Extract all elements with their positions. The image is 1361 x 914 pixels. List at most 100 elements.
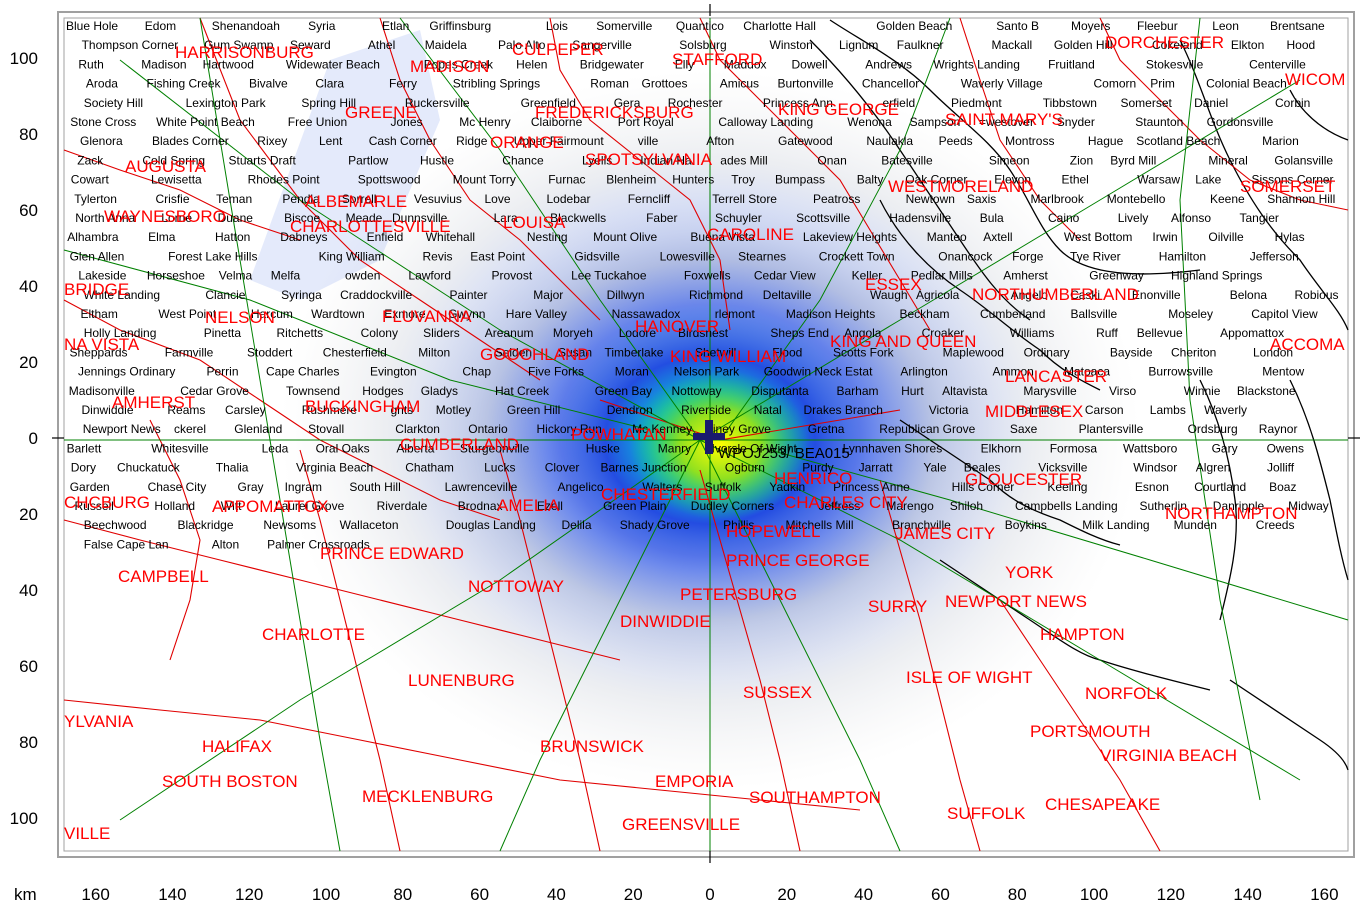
town-label: ades Mill xyxy=(720,153,767,167)
town-label: Milton xyxy=(418,345,450,359)
county-label: GREENE xyxy=(345,103,417,122)
town-label: Moseley xyxy=(1168,307,1213,321)
county-label: HOPEWELL xyxy=(726,522,820,541)
town-label: Victoria xyxy=(929,403,969,417)
county-label: CHARLOTTESVILLE xyxy=(290,217,451,236)
county-label: DORCHESTER xyxy=(1105,33,1224,52)
town-label: Gary xyxy=(1212,441,1238,455)
town-label: Major xyxy=(533,288,563,302)
x-tick-label: 20 xyxy=(624,885,643,904)
town-label: Sturgeonville xyxy=(460,441,530,455)
town-label: Formosa xyxy=(1050,441,1098,455)
town-label: Chase City xyxy=(148,480,207,494)
town-label: West Point xyxy=(158,307,216,321)
town-label: Painter xyxy=(450,288,488,302)
town-label: Blenheim xyxy=(606,173,656,187)
town-label: Delila xyxy=(562,518,592,532)
town-label: Maidela xyxy=(425,38,467,52)
town-label: Love xyxy=(485,192,511,206)
town-label: Holly Landing xyxy=(84,326,157,340)
x-tick-label: 80 xyxy=(393,885,412,904)
county-label: NORFOLK xyxy=(1085,684,1168,703)
town-label: Troy xyxy=(731,173,755,187)
town-label: Gladys xyxy=(421,384,458,398)
town-label: Blackwells xyxy=(550,211,606,225)
town-label: Moran xyxy=(615,365,649,379)
x-tick-label: 60 xyxy=(470,885,489,904)
town-label: Bumpass xyxy=(775,173,825,187)
town-label: Marengo xyxy=(886,499,934,513)
town-label: Jarratt xyxy=(859,461,894,475)
county-labels: DORCHESTER HARRISONBURG MADISON CULPEPER STA… xyxy=(64,33,1345,843)
town-label: Stribling Springs xyxy=(453,77,540,91)
town-label: Whitehall xyxy=(426,230,475,244)
town-label: Dowell xyxy=(792,57,828,71)
town-label: Chance xyxy=(502,153,544,167)
town-label: Deltaville xyxy=(763,288,812,302)
town-label: Wrights Landing xyxy=(933,57,1020,71)
town-label: Virginia Beach xyxy=(296,461,373,475)
town-label: Partlow xyxy=(348,153,388,167)
town-label: Nesting xyxy=(527,230,568,244)
town-label: Lynnhaven Shores xyxy=(843,441,943,455)
town-label: Alberta xyxy=(396,441,434,455)
town-label: White Point Beach xyxy=(156,115,255,129)
town-label: Cokeland xyxy=(1152,38,1203,52)
town-label: Provost xyxy=(492,269,533,283)
town-label: Waverly xyxy=(1204,403,1247,417)
town-label: Dendron xyxy=(607,403,653,417)
y-tick-label: 0 xyxy=(29,429,38,448)
town-label: Crisfie xyxy=(156,192,190,206)
county-label: POWHATAN xyxy=(571,425,667,444)
town-label: Hamilton xyxy=(1159,249,1206,263)
town-label: Evington xyxy=(370,365,417,379)
town-label: Ballsville xyxy=(1071,307,1118,321)
town-label: Five Forks xyxy=(528,365,584,379)
town-label: Athel xyxy=(368,38,395,52)
town-label: Forge xyxy=(1012,249,1044,263)
town-label: Moyers xyxy=(1071,19,1110,33)
town-label: Ruckersville xyxy=(405,96,470,110)
town-label: Bellevue xyxy=(1137,326,1183,340)
town-label: Mineral xyxy=(1208,153,1247,167)
town-label: Mc Henry xyxy=(459,115,510,129)
town-label: Andrews xyxy=(865,57,912,71)
town-label: Enfield xyxy=(367,230,404,244)
town-label: Branchville xyxy=(892,518,951,532)
town-label: Midway xyxy=(1288,499,1329,513)
town-label: Pedlar Mills xyxy=(911,269,973,283)
county-label: ACCOMA xyxy=(1270,335,1345,354)
town-label: Hickory Run xyxy=(537,422,602,436)
town-label: Clara xyxy=(315,77,344,91)
town-label: Solsburg xyxy=(679,38,726,52)
town-label: Lodebar xyxy=(547,192,591,206)
town-label: Rochester xyxy=(668,96,723,110)
town-label: Stokesville xyxy=(1146,57,1204,71)
town-label: Robious xyxy=(1295,288,1339,302)
x-tick-label: 100 xyxy=(1080,885,1108,904)
town-label: Fishing Creek xyxy=(147,77,222,91)
county-label: PRINCE GEORGE xyxy=(726,551,870,570)
town-label: Garden xyxy=(70,480,110,494)
town-label: Faulkner xyxy=(897,38,944,52)
town-label: Cold Spring xyxy=(142,153,205,167)
town-label: Hartwood xyxy=(203,57,254,71)
county-label: APPOMATTOX xyxy=(212,497,329,516)
town-label: Madison Heights xyxy=(786,307,875,321)
town-label: Hamilton xyxy=(1016,403,1063,417)
town-label: Warsaw xyxy=(1137,173,1180,187)
town-label: Piney Grove xyxy=(705,422,771,436)
town-label: Waverly Village xyxy=(961,77,1043,91)
town-label: Holland xyxy=(154,499,195,513)
county-label: ALBEMARLE xyxy=(305,192,407,211)
town-label: Stuarts Draft xyxy=(229,153,297,167)
town-label: Shenandoah xyxy=(212,19,280,33)
town-label: Richmond xyxy=(689,288,743,302)
town-label: Upper Fairmount xyxy=(514,134,605,148)
town-label: Williams xyxy=(1010,326,1055,340)
transmitter-marker-icon[interactable] xyxy=(693,420,725,454)
town-label: Glen Allen xyxy=(70,249,125,263)
town-label: Melfa xyxy=(271,269,301,283)
town-label: Greenfield xyxy=(521,96,576,110)
town-label: Princess Anne xyxy=(833,480,910,494)
